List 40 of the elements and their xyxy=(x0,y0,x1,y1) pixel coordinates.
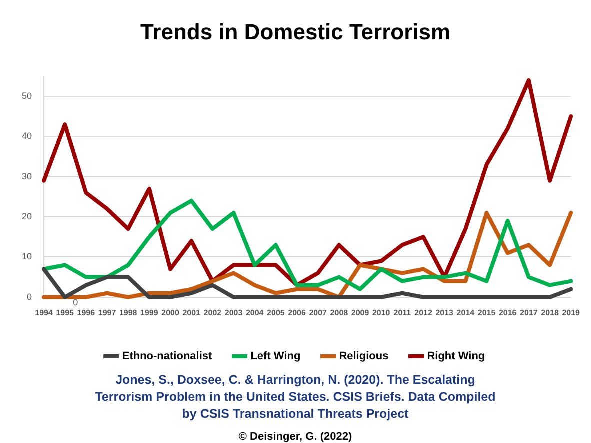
x-tick-label: 2005 xyxy=(267,308,286,318)
text: © Deisinger, G. (2022) xyxy=(238,431,354,443)
legend-label: Left Wing xyxy=(250,350,301,363)
x-tick-label: 1998 xyxy=(119,308,138,318)
x-tick-label: 2014 xyxy=(456,308,476,318)
x-tick-label: 2012 xyxy=(414,308,433,318)
x-tick-label: 2001 xyxy=(182,308,202,318)
x-tick-label: 2017 xyxy=(520,308,538,318)
x-tick-label: 1995 xyxy=(56,308,75,318)
x-tick-label: 2011 xyxy=(394,308,412,318)
x-tick-label: 2018 xyxy=(541,308,560,318)
x-tick-label: 2007 xyxy=(309,308,328,318)
x-tick-label: 1994 xyxy=(35,308,54,318)
y-tick-label: 30 xyxy=(22,171,32,182)
x-tick-label: 2015 xyxy=(478,308,496,318)
text: Jones, S., Doxsee, C. & Harrington, N. (2020). The Escalating Terrorism Problem in the United States. CSIS Briefs. Data Compiled by CSIS Transnational Threats Project xyxy=(94,372,497,423)
x-tick-label: 2002 xyxy=(204,308,222,318)
x-tick-label: 1999 xyxy=(140,308,159,318)
y-tick-label: 0 xyxy=(26,292,32,302)
x-tick-label: 2013 xyxy=(436,308,454,318)
x-tick-label: 2016 xyxy=(498,308,518,318)
x-tick-label: 2008 xyxy=(330,308,349,318)
y-tick-label: 20 xyxy=(22,212,32,222)
x-tick-label: 2019 xyxy=(562,308,581,318)
x-tick-label: 2006 xyxy=(288,308,306,318)
x-tick-label: 2003 xyxy=(224,308,244,318)
x-tick-label: 2000 xyxy=(162,308,180,318)
y-tick-label: 50 xyxy=(22,90,32,101)
legend-label: Right Wing xyxy=(427,350,486,363)
legend-label: Religious xyxy=(339,350,389,363)
chart-title: Trends in Domestic Terrorism xyxy=(140,19,451,44)
x-tick-label: 2004 xyxy=(246,308,264,318)
x-tick-label: 2009 xyxy=(351,308,370,318)
y-tick-label: 10 xyxy=(22,252,32,262)
y-tick-label: 40 xyxy=(22,131,32,142)
x-tick-label: 1996 xyxy=(77,308,96,318)
annotation: 0 xyxy=(73,297,78,308)
x-tick-label: 1997 xyxy=(98,308,117,318)
legend-label: Ethno-nationalist xyxy=(122,350,213,363)
x-tick-label: 2010 xyxy=(372,308,391,318)
